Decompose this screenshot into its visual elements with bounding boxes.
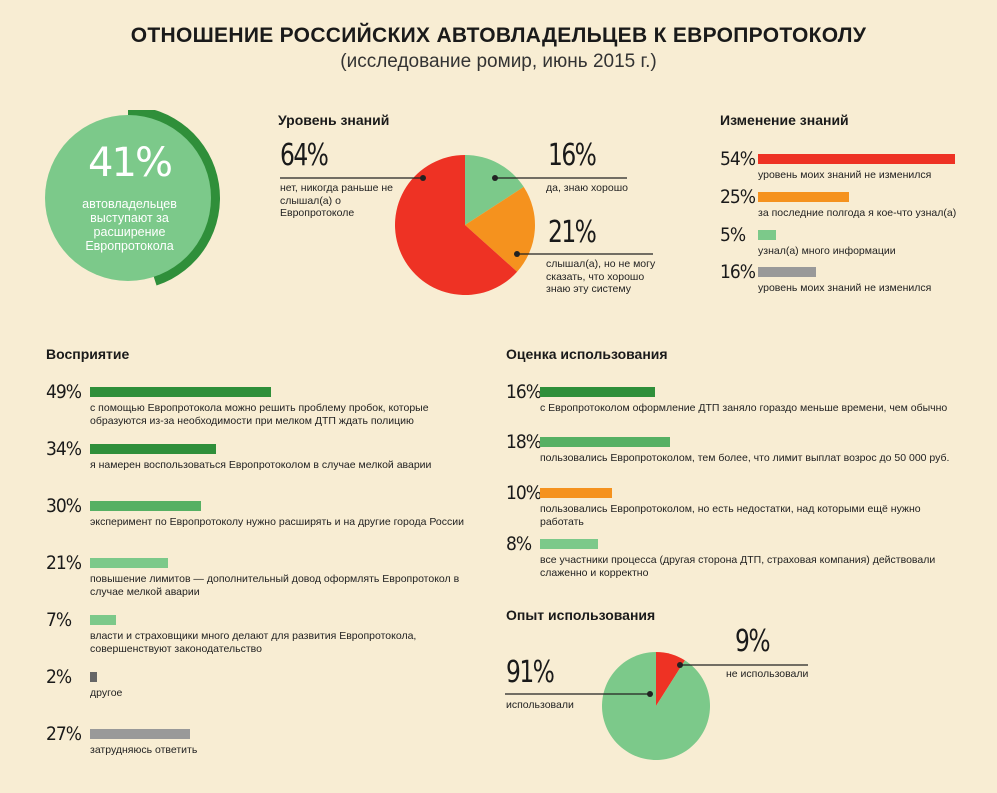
knowledge-text-1: да, знаю хорошо: [546, 182, 628, 194]
knowledge-pct-0: 64%: [280, 138, 329, 173]
evaluation-bar: [540, 488, 612, 498]
perception-pct: 34%: [46, 438, 82, 460]
perception-pct: 27%: [46, 723, 82, 745]
perception-bar: [90, 615, 116, 625]
change-pct: 16%: [720, 261, 756, 283]
evaluation-label: пользовались Европротоколом, но есть нед…: [540, 503, 921, 528]
knowledge-text-0: нет, никогда раньше не слышал(а) о Европ…: [280, 182, 393, 219]
perception-label: затрудняюсь ответить: [90, 744, 198, 756]
change-pct: 25%: [720, 186, 756, 208]
evaluation-bar: [540, 437, 670, 447]
knowledge-text-2: слышал(а), но не могу сказать, что хорош…: [546, 258, 656, 295]
change-label: уровень моих знаний не изменился: [758, 282, 932, 294]
perception-pct: 30%: [46, 495, 82, 517]
perception-pct: 2%: [46, 666, 72, 688]
experience-pct-1: 9%: [735, 624, 771, 659]
experience-text-1: не использовали: [726, 668, 809, 680]
change-label: узнал(а) много информации: [758, 245, 896, 257]
evaluation-pct: 10%: [506, 482, 542, 504]
evaluation-title: Оценка использования: [506, 346, 668, 362]
perception-bar: [90, 672, 98, 682]
perception-bar: [90, 444, 216, 454]
evaluation-bar: [540, 387, 656, 397]
evaluation-pct: 16%: [506, 381, 542, 403]
change-bar: [758, 154, 956, 164]
experience-connectors: [505, 662, 808, 697]
pie-slice: [465, 155, 524, 225]
experience-title: Опыт использования: [506, 607, 656, 623]
knowledge-pct-2: 21%: [548, 215, 597, 250]
support-value: 41%: [88, 140, 173, 186]
perception-label: я намерен воспользоваться Европротоколом…: [90, 459, 432, 471]
pie-slice: [602, 652, 710, 760]
change-bar: [758, 192, 850, 202]
page-title: ОТНОШЕНИЕ РОССИЙСКИХ АВТОВЛАДЕЛЬЦЕВ К ЕВ…: [130, 24, 867, 47]
evaluation-label: с Европротоколом оформление ДТП заняло г…: [540, 402, 948, 414]
evaluation-pct: 18%: [506, 431, 542, 453]
evaluation-label: пользовались Европротоколом, тем более, …: [540, 452, 950, 464]
page-subtitle: (исследование ромир, июнь 2015 г.): [340, 51, 657, 72]
perception-pct: 49%: [46, 381, 82, 403]
support-text: автовладельцев выступают за расширение Е…: [82, 197, 177, 253]
change-bar: [758, 230, 777, 240]
perception-pct: 7%: [46, 609, 72, 631]
perception-pct: 21%: [46, 552, 82, 574]
experience-pct-0: 91%: [506, 655, 555, 690]
perception-bar: [90, 729, 190, 739]
perception-bar: [90, 501, 201, 511]
perception-label: эксперимент по Европротоколу нужно расши…: [90, 516, 464, 528]
knowledge-title: Уровень знаний: [278, 112, 390, 128]
knowledge-connectors: [280, 175, 653, 257]
change-pct: 5%: [720, 224, 746, 246]
experience-text-0: использовали: [506, 699, 574, 711]
perception-label: повышение лимитов — дополнительный довод…: [90, 573, 460, 598]
evaluation-bar: [540, 539, 598, 549]
change-label: за последние полгода я кое-что узнал(а): [758, 207, 957, 219]
evaluation-label: все участники процесса (другая сторона Д…: [540, 554, 936, 579]
perception-label: с помощью Европротокола можно решить про…: [90, 402, 429, 427]
perception-bar: [90, 558, 168, 568]
pie-slice: [395, 155, 518, 295]
evaluation-pct: 8%: [506, 533, 532, 555]
change-label: уровень моих знаний не изменился: [758, 169, 932, 181]
change-title: Изменение знаний: [720, 112, 849, 128]
change-bar: [758, 267, 817, 277]
support-circle: [45, 115, 211, 281]
pie-slice: [465, 186, 535, 272]
change-pct: 54%: [720, 148, 756, 170]
perception-title: Восприятие: [46, 346, 130, 362]
knowledge-pct-1: 16%: [548, 138, 597, 173]
knowledge-pie: [395, 155, 535, 295]
perception-label: власти и страховщики много делают для ра…: [90, 630, 417, 655]
perception-bar: [90, 387, 272, 397]
support-circle-chart: [45, 110, 220, 286]
perception-label: другое: [90, 687, 123, 699]
